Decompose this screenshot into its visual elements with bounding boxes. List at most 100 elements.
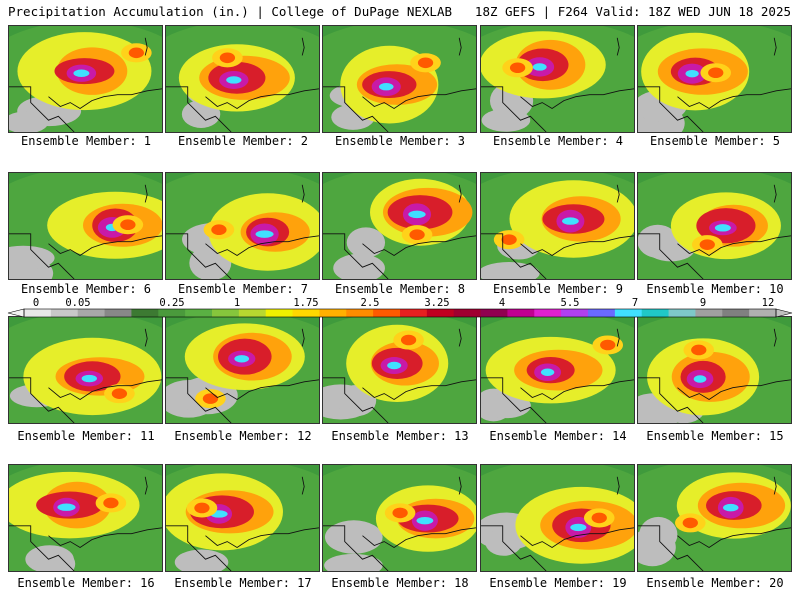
- panel-label: Ensemble Member: 4: [492, 134, 624, 148]
- precipitation-contour: [481, 393, 531, 419]
- precipitation-colorbar: 0 0.05 0.25 1 1.75 2.5 3.25 4 5.5 7 9 12: [7, 297, 793, 318]
- colorbar-tick-label: 1: [234, 297, 240, 309]
- panel-label: Ensemble Member: 5: [649, 134, 781, 148]
- colorbar-tick-label: 0: [33, 297, 39, 309]
- boundary-line: [9, 525, 75, 571]
- boundary-line: [638, 86, 704, 132]
- ensemble-member-map: [165, 316, 320, 424]
- boundary-line: [638, 377, 704, 423]
- ensemble-member-map: [637, 316, 792, 424]
- ensemble-member-map: [322, 172, 477, 280]
- boundary-line: [773, 328, 777, 347]
- precipitation-contour: [481, 262, 540, 279]
- panel-label: Ensemble Member: 12: [174, 429, 312, 443]
- colorbar-min-arrow: [7, 308, 25, 318]
- boundary-line: [616, 37, 620, 56]
- colorbar-tick-label: 3.25: [424, 297, 449, 309]
- boundary-line: [520, 379, 634, 400]
- precipitation-contour: [57, 503, 76, 511]
- precipitation-contour: [409, 229, 425, 240]
- ensemble-member-map: [165, 172, 320, 280]
- precipitation-contour: [378, 82, 394, 91]
- precipitation-contour: [37, 549, 76, 571]
- boundary-line: [166, 233, 232, 279]
- colorbar-swatch: [212, 309, 240, 317]
- boundary-line: [48, 88, 162, 109]
- boundary-line: [205, 379, 319, 400]
- colorbar-tick-label: 0.05: [65, 297, 90, 309]
- boundary-line: [520, 235, 634, 256]
- colorbar-tick-label: 5.5: [561, 297, 580, 309]
- panel-label: Ensemble Member: 15: [646, 429, 784, 443]
- colorbar-swatch: [507, 309, 535, 317]
- precipitation-contour: [532, 63, 547, 71]
- boundary-line: [144, 184, 148, 203]
- boundary-line: [677, 235, 791, 256]
- ensemble-member-map: [165, 464, 320, 572]
- precipitation-contour: [408, 210, 426, 219]
- boundary-line: [773, 476, 777, 495]
- precipitation-contour: [219, 52, 236, 64]
- precipitation-contour: [324, 553, 383, 571]
- boundary-line: [677, 527, 791, 548]
- boundary-line: [773, 184, 777, 203]
- ensemble-member-map: [480, 172, 635, 280]
- precipitation-contour: [638, 528, 676, 567]
- ensemble-member-map: [8, 172, 163, 280]
- colorbar-swatch: [534, 309, 562, 317]
- colorbar-swatch: [131, 309, 159, 317]
- colorbar-tick-label: 2.5: [361, 297, 380, 309]
- boundary-line: [458, 328, 462, 347]
- boundary-line: [638, 525, 704, 571]
- ensemble-member-map: [322, 25, 477, 133]
- precipitation-contour: [417, 57, 434, 69]
- colorbar-swatch: [265, 309, 294, 317]
- colorbar-swatch: [453, 309, 482, 317]
- boundary-line: [520, 527, 634, 548]
- panel-label: Ensemble Member: 9: [492, 282, 624, 296]
- panel-label: Ensemble Member: 16: [17, 576, 155, 590]
- colorbar-tick-label: 12: [762, 297, 775, 309]
- precipitation-contour: [234, 355, 250, 363]
- colorbar-swatch: [346, 309, 374, 317]
- ensemble-member-map: [8, 464, 163, 572]
- panel-label: Ensemble Member: 14: [489, 429, 627, 443]
- precipitation-contour: [103, 497, 119, 509]
- panel-label: Ensemble Member: 6: [20, 282, 152, 296]
- boundary-line: [520, 88, 634, 109]
- boundary-line: [677, 379, 791, 400]
- precipitation-contour: [392, 507, 408, 519]
- panel-label: Ensemble Member: 20: [646, 576, 784, 590]
- precipitation-contour: [73, 69, 90, 77]
- colorbar-swatch: [641, 309, 670, 317]
- map-title: Precipitation Accumulation (in.) | Colle…: [8, 4, 453, 19]
- precipitation-contour: [255, 230, 274, 238]
- colorbar-tick-label: 0.25: [159, 297, 184, 309]
- precipitation-contour: [708, 67, 724, 79]
- ensemble-member-map: [322, 316, 477, 424]
- precipitation-contour: [387, 361, 402, 370]
- panel-label: Ensemble Member: 3: [334, 134, 466, 148]
- boundary-line: [48, 235, 162, 256]
- boundary-line: [48, 379, 162, 400]
- colorbar-swatch: [185, 309, 213, 317]
- precipitation-contour: [324, 520, 383, 554]
- boundary-line: [362, 88, 476, 109]
- colorbar-swatch: [695, 309, 723, 317]
- boundary-line: [481, 377, 547, 423]
- precipitation-contour: [570, 523, 587, 532]
- precipitation-contour: [540, 368, 555, 376]
- precipitation-contour: [509, 62, 526, 74]
- boundary-line: [323, 525, 389, 571]
- boundary-line: [9, 233, 75, 279]
- precipitation-contour: [723, 503, 739, 512]
- boundary-line: [616, 476, 620, 495]
- boundary-line: [616, 328, 620, 347]
- boundary-line: [166, 377, 232, 423]
- precipitation-contour: [211, 224, 227, 236]
- precipitation-contour: [111, 388, 128, 399]
- precipitation-contour: [9, 111, 49, 132]
- precipitation-contour: [120, 219, 136, 231]
- panel-label: Ensemble Member: 19: [489, 576, 627, 590]
- boundary-line: [301, 328, 305, 347]
